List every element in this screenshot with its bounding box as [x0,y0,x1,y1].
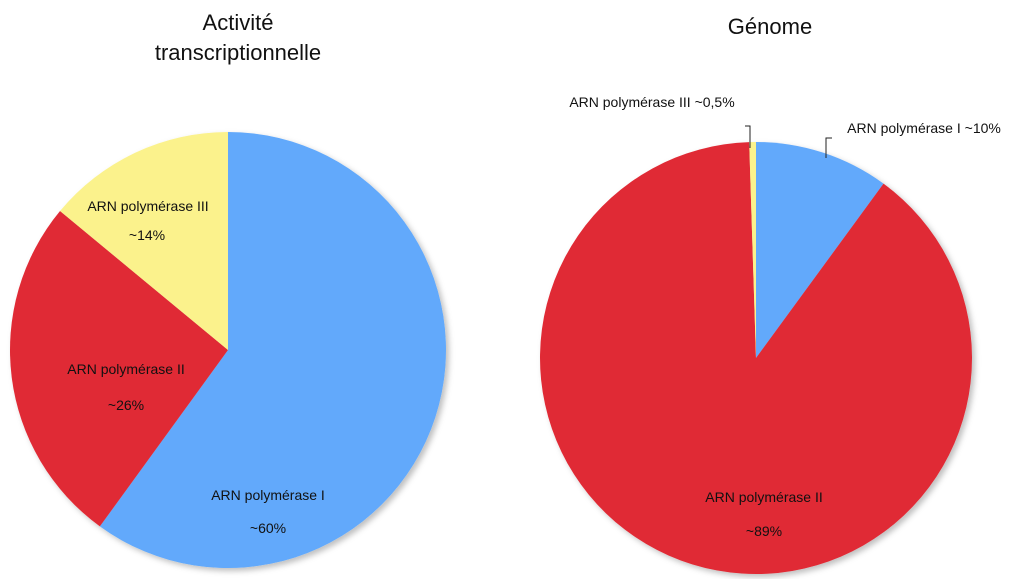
pie-right [540,141,973,575]
slice-value-pol3-left: ~14% [129,227,165,243]
pie-right-slice-2 [749,142,756,358]
slice-value-pol2-left: ~26% [108,397,144,413]
pie-right-slice-0 [756,141,884,358]
leader-line-pol1 [825,137,832,158]
pie-left-slice-2 [60,132,228,350]
chart-title-left-line1: Activité [202,10,274,35]
slice-value-pol1-left: ~60% [250,520,286,536]
pie-left [9,132,446,568]
pie-right-slice-1 [540,142,973,575]
slice-value-pol2-right: ~89% [746,523,782,539]
pie-left-slice-0 [99,132,446,568]
slice-label-pol3-right: ARN polymérase III ~0,5% [569,94,734,110]
chart-title-left: Activité transcriptionnelle [88,8,388,68]
chart-title-left-line2: transcriptionnelle [154,40,322,65]
pie-left-slice-1 [9,211,228,527]
slice-label-pol2-left: ARN polymérase II [67,361,184,377]
slice-label-pol1-left: ARN polymérase I [211,487,325,503]
slice-label-pol1-right: ARN polymérase I ~10% [847,120,1001,136]
leader-line-pol3 [745,125,751,148]
slice-label-pol2-right: ARN polymérase II [705,489,822,505]
slice-label-pol3-left: ARN polymérase III [87,198,208,214]
chart-title-right: Génome [727,14,813,39]
